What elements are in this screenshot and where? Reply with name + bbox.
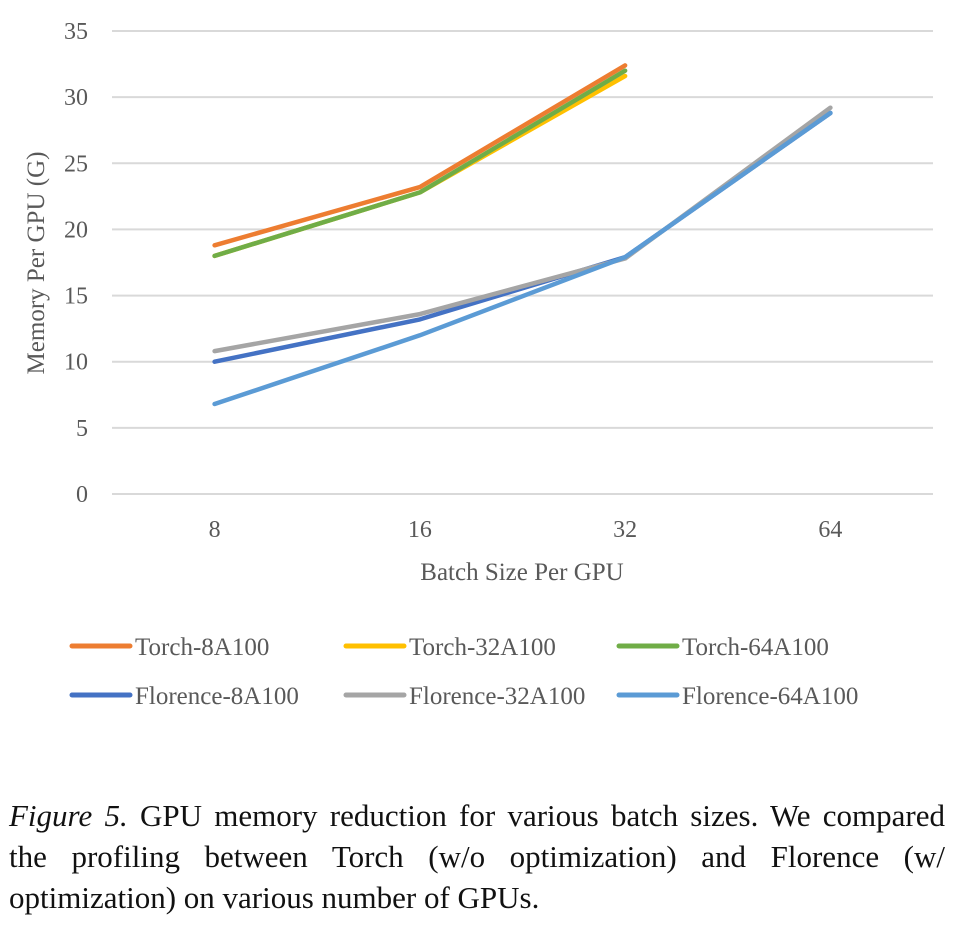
y-tick-30: 30 (64, 85, 88, 111)
legend-label: Torch-32A100 (409, 634, 556, 661)
x-axis-title: Batch Size Per GPU (420, 559, 623, 586)
caption-label: Figure 5. (9, 798, 128, 833)
series-line-torch-64a100 (212, 68, 628, 259)
y-tick-labels: 0 5 10 15 20 25 30 35 (64, 19, 88, 508)
legend-label: Florence-32A100 (409, 683, 585, 710)
line-chart: 0 5 10 15 20 25 30 35 8 16 32 64 Memory Per GPU (G… (23, 19, 933, 710)
figure-caption: Figure 5. GPU memory reduction for vario… (9, 795, 945, 918)
legend: Torch-8A100 Torch-32A100 Torch-64A100 Flore… (69, 634, 858, 710)
series-lines (212, 63, 833, 407)
y-tick-20: 20 (64, 217, 88, 243)
y-tick-0: 0 (76, 482, 88, 508)
gridlines (112, 30, 933, 495)
x-tick-16: 16 (408, 517, 432, 543)
y-tick-5: 5 (76, 416, 88, 442)
y-axis-title: Memory Per GPU (G) (23, 152, 50, 375)
series-line-torch-8a100 (212, 63, 628, 248)
caption-text: GPU memory reduction for various batch s… (9, 798, 945, 915)
series-line-florence-64a100 (212, 110, 833, 407)
series-line-florence-8a100 (212, 110, 833, 364)
x-tick-labels: 8 16 32 64 (209, 517, 843, 543)
y-tick-25: 25 (64, 151, 88, 177)
legend-item-florence-64a100: Florence-64A100 (616, 683, 858, 710)
y-tick-10: 10 (64, 350, 88, 376)
legend-item-florence-8a100: Florence-8A100 (69, 683, 299, 710)
y-tick-15: 15 (64, 284, 88, 310)
x-tick-64: 64 (818, 517, 842, 543)
y-tick-35: 35 (64, 19, 88, 45)
legend-label: Florence-64A100 (682, 683, 858, 710)
legend-item-torch-32a100: Torch-32A100 (343, 634, 556, 661)
legend-label: Torch-8A100 (135, 634, 269, 661)
legend-item-torch-8a100: Torch-8A100 (69, 634, 269, 661)
legend-label: Torch-64A100 (682, 634, 829, 661)
x-tick-8: 8 (209, 517, 221, 543)
legend-item-torch-64a100: Torch-64A100 (616, 634, 829, 661)
legend-label: Florence-8A100 (135, 683, 299, 710)
legend-item-florence-32a100: Florence-32A100 (343, 683, 585, 710)
x-tick-32: 32 (613, 517, 637, 543)
